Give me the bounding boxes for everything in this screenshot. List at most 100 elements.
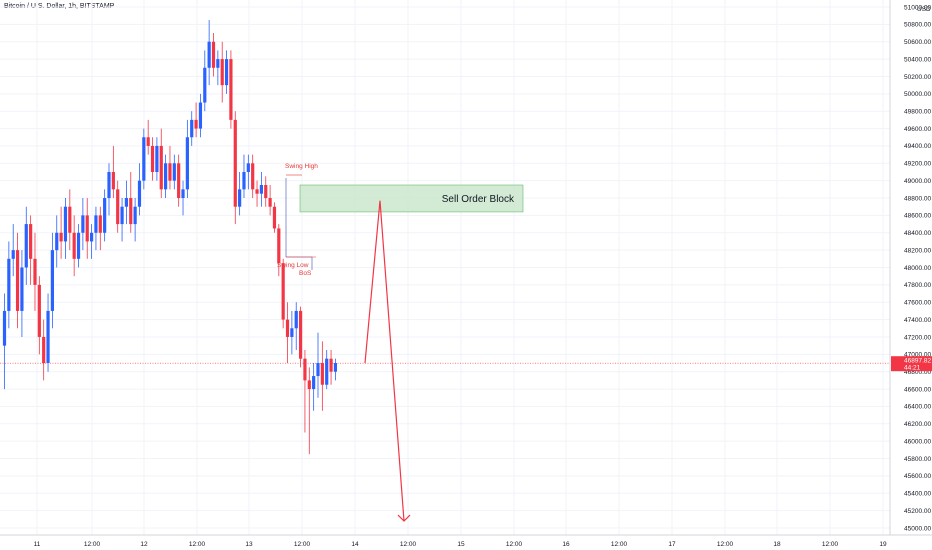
candle-body[interactable] (216, 59, 220, 68)
candle-body[interactable] (137, 180, 142, 207)
candle-body[interactable] (155, 145, 159, 172)
candle-body[interactable] (312, 376, 316, 390)
candle-body[interactable] (251, 163, 255, 190)
candle-body[interactable] (42, 336, 46, 364)
candle-body[interactable] (46, 310, 50, 364)
candle-body[interactable] (181, 189, 185, 199)
candle-body[interactable] (281, 263, 285, 320)
candle-body[interactable] (37, 284, 41, 337)
candle-body[interactable] (333, 363, 338, 372)
candle-body[interactable] (124, 198, 129, 207)
candle-body[interactable] (203, 67, 207, 103)
sell-order-block-zone[interactable] (299, 184, 524, 213)
y-tick-label: 48600.00 (904, 213, 931, 220)
y-tick-label: 49200.00 (904, 161, 931, 168)
candle-body[interactable] (277, 228, 281, 264)
y-tick-label: 48000.00 (904, 265, 931, 272)
current-price-value: 46897.82 (904, 357, 931, 364)
candle-body[interactable] (320, 363, 324, 385)
candle-body[interactable] (94, 215, 98, 233)
candle-body[interactable] (194, 119, 198, 129)
y-tick-label: 49600.00 (904, 126, 931, 133)
x-tick-label: 12:00 (189, 541, 206, 548)
candle-body[interactable] (11, 250, 15, 259)
y-tick-label: 50800.00 (904, 22, 931, 29)
current-price-tag (891, 356, 932, 372)
candle-body[interactable] (172, 163, 176, 181)
candle-body[interactable] (103, 198, 107, 233)
y-tick-label: 49000.00 (904, 178, 931, 185)
candle-body[interactable] (33, 258, 37, 285)
candle-body[interactable] (294, 310, 298, 329)
candle-body[interactable] (185, 137, 189, 190)
candle-body[interactable] (325, 358, 329, 385)
candle-body[interactable] (24, 224, 28, 268)
candle-body[interactable] (246, 163, 250, 172)
candle-body[interactable] (111, 171, 115, 190)
candle-body[interactable] (146, 137, 150, 146)
candle-body[interactable] (63, 206, 68, 242)
x-tick-label: 12:00 (400, 541, 417, 548)
y-tick-label: 47600.00 (904, 300, 931, 307)
candle-body[interactable] (2, 310, 7, 346)
candle-body[interactable] (81, 215, 85, 233)
candle-body[interactable] (316, 363, 320, 377)
candle-body[interactable] (177, 163, 181, 199)
candle-body[interactable] (298, 310, 303, 359)
candle-body[interactable] (229, 59, 233, 120)
candle-body[interactable] (159, 145, 163, 190)
candle-body[interactable] (89, 232, 94, 242)
candle-body[interactable] (190, 119, 194, 138)
candle-body[interactable] (85, 215, 89, 242)
candle-body[interactable] (72, 232, 76, 259)
candle-body[interactable] (264, 185, 268, 199)
candle-body[interactable] (220, 59, 224, 86)
candle-body[interactable] (272, 206, 277, 229)
x-tick-label: 17 (668, 541, 676, 548)
candle-body[interactable] (224, 59, 229, 86)
candle-body[interactable] (242, 171, 246, 190)
candle-body[interactable] (142, 137, 146, 181)
candle-body[interactable] (68, 206, 72, 233)
candle-body[interactable] (98, 215, 102, 233)
candle-body[interactable] (207, 41, 211, 68)
x-tick-label: 12:00 (84, 541, 101, 548)
candle-body[interactable] (29, 224, 33, 259)
y-tick-label: 50000.00 (904, 91, 931, 98)
candle-body[interactable] (307, 380, 311, 390)
candle-body[interactable] (168, 163, 172, 181)
candle-body[interactable] (285, 319, 290, 337)
x-tick-label: 12:00 (717, 541, 734, 548)
candle-body[interactable] (120, 206, 124, 225)
y-tick-label: 50200.00 (904, 74, 931, 81)
candle-body[interactable] (268, 198, 272, 207)
candle-body[interactable] (76, 232, 81, 259)
candle-body[interactable] (259, 185, 263, 194)
candle-body[interactable] (55, 232, 59, 251)
candle-body[interactable] (198, 102, 203, 129)
candle-body[interactable] (303, 358, 307, 381)
y-tick-label: 45800.00 (904, 456, 931, 463)
candle-body[interactable] (20, 267, 24, 311)
y-tick-label: 46600.00 (904, 386, 931, 393)
candle-body[interactable] (15, 250, 20, 311)
candle-body[interactable] (59, 232, 63, 242)
y-tick-label: 47000.00 (904, 352, 931, 359)
candle-body[interactable] (329, 358, 333, 372)
candle-body[interactable] (133, 206, 137, 225)
candle-body[interactable] (290, 328, 294, 337)
candle-body[interactable] (238, 189, 242, 207)
candle-body[interactable] (116, 189, 120, 225)
candle-body[interactable] (50, 250, 54, 311)
x-tick-label: 12:00 (822, 541, 839, 548)
candle-body[interactable] (255, 189, 259, 194)
candle-body[interactable] (233, 119, 237, 207)
candle-body[interactable] (164, 163, 168, 190)
candle-body[interactable] (150, 145, 155, 172)
y-tick-label: 46200.00 (904, 421, 931, 428)
candle-body[interactable] (129, 198, 133, 225)
candle-body[interactable] (107, 171, 111, 199)
candle-body[interactable] (211, 41, 216, 68)
candle-body[interactable] (7, 258, 11, 311)
